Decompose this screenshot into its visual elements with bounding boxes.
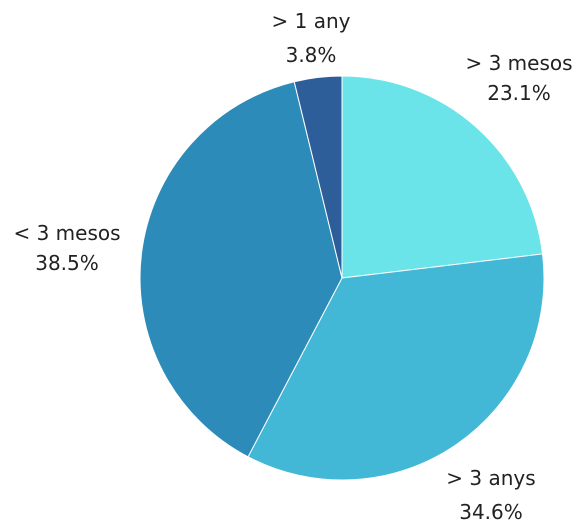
slice-name-label: > 3 anys: [446, 466, 535, 490]
slice-value-label: 38.5%: [35, 251, 99, 275]
slice-name-label: < 3 mesos: [13, 221, 120, 245]
pie-slice: [293, 75, 343, 279]
pie-labels: > 3 mesos 23.1% > 3 anys 34.6% < 3 mesos 38.5…: [13, 9, 572, 523]
slice-name-label: > 1 any: [272, 9, 351, 33]
pie-slice: [139, 81, 343, 458]
pie-slices: [139, 75, 545, 481]
pie-slice: [247, 253, 545, 481]
pie-slice: [341, 75, 544, 279]
slice-value-label: 3.8%: [286, 43, 337, 67]
slice-value-label: 34.6%: [459, 500, 523, 523]
slice-name-label: > 3 mesos: [465, 51, 572, 75]
slice-value-label: 23.1%: [487, 81, 551, 105]
